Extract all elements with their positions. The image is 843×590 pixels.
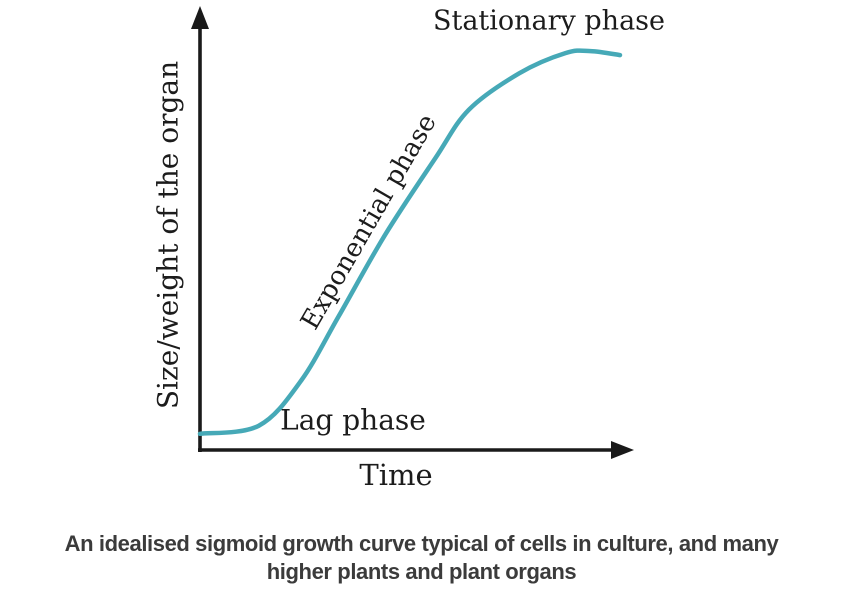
growth-curve [197, 48, 623, 437]
plot-area: Size/weight of the organ Time Stationary… [151, 5, 666, 493]
caption-line-2: higher plants and plant organs [266, 559, 577, 584]
annotation-stationary-phase: Stationary phase [432, 5, 666, 37]
caption-line-1: An idealised sigmoid growth curve typica… [64, 531, 779, 556]
y-axis-arrowhead-icon [191, 6, 209, 29]
annotation-lag-phase: Lag phase [280, 403, 426, 437]
x-axis-label: Time [359, 458, 433, 492]
chart-canvas [191, 6, 634, 459]
y-axis-label: Size/weight of the organ [151, 60, 185, 410]
figure-caption: An idealised sigmoid growth curve typica… [0, 530, 843, 586]
x-axis-arrowhead-icon [611, 441, 634, 459]
